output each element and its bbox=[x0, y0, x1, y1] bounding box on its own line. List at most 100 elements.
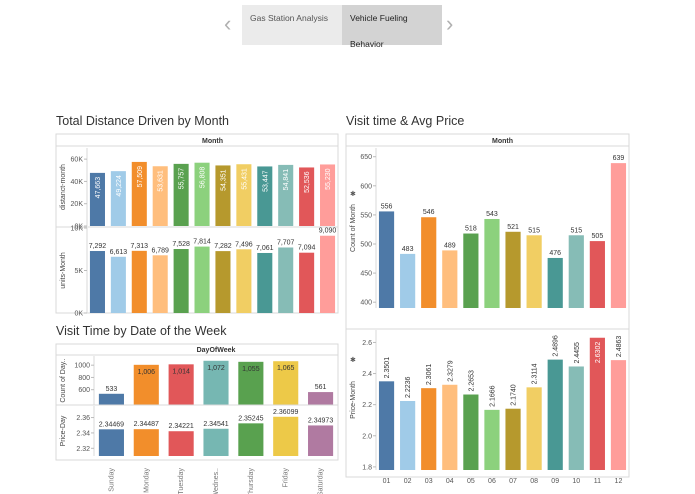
weekday-y-axis-title: Count of Day.. bbox=[60, 358, 67, 402]
distance-bar bbox=[89, 251, 105, 313]
visit-bar bbox=[463, 233, 479, 308]
distance-data-label: 7,496 bbox=[235, 241, 253, 248]
weekday-x-tick-label: Sunday bbox=[108, 468, 115, 492]
distance-bar bbox=[194, 162, 210, 226]
distance-bar bbox=[278, 247, 294, 313]
distance-bar bbox=[320, 164, 336, 226]
distance-bar bbox=[215, 165, 231, 226]
visit-x-tick-label: 01 bbox=[383, 478, 391, 485]
visit-x-tick-label: 12 bbox=[615, 478, 623, 485]
weekday-y-tick-label: 800 bbox=[78, 375, 90, 382]
visit-bar bbox=[589, 241, 605, 308]
weekday-data-label: 2.34487 bbox=[134, 421, 159, 428]
weekday-data-label: 1,006 bbox=[138, 369, 156, 376]
weekday-bar bbox=[168, 364, 194, 405]
distance-bar bbox=[299, 252, 315, 313]
visit-y-tick-label: 450 bbox=[360, 271, 372, 278]
weekday-bar bbox=[273, 416, 299, 456]
visit-x-tick-label: 06 bbox=[488, 478, 496, 485]
distance-y-tick-label: 0K bbox=[74, 311, 83, 318]
visit-data-label: 476 bbox=[549, 250, 561, 257]
visit-x-tick-label: 02 bbox=[404, 478, 412, 485]
distance-data-label: 54,351 bbox=[220, 169, 227, 191]
visit-data-label: 2.2236 bbox=[405, 376, 412, 398]
distance-bar bbox=[173, 163, 189, 226]
distance-y-tick-label: 40K bbox=[71, 179, 84, 186]
weekday-x-tick-label: Tuesday bbox=[178, 468, 185, 494]
distance-bar bbox=[110, 171, 126, 226]
weekday-y-tick-label: 2.36 bbox=[76, 415, 90, 422]
weekday-bar bbox=[133, 364, 159, 405]
visit-data-label: 518 bbox=[465, 226, 477, 233]
weekday-data-label: 561 bbox=[315, 384, 327, 391]
visit-data-label: 2.4863 bbox=[616, 336, 623, 358]
visit-data-label: 515 bbox=[570, 227, 582, 234]
visit-bar bbox=[547, 359, 563, 470]
visit-data-label: 2.3279 bbox=[447, 360, 454, 382]
distance-data-label: 55,230 bbox=[325, 168, 332, 190]
visit-y-tick-label: 2.0 bbox=[362, 433, 372, 440]
distance-data-label: 6,789 bbox=[151, 247, 169, 254]
weekday-frame bbox=[55, 343, 339, 461]
visit-x-tick-label: 09 bbox=[551, 478, 559, 485]
distance-data-label: 7,292 bbox=[89, 243, 107, 250]
weekday-data-label: 533 bbox=[106, 386, 118, 393]
visit-x-tick-label: 08 bbox=[530, 478, 538, 485]
weekday-x-tick-label: Thursday bbox=[248, 468, 255, 494]
visit-x-tick-label: 07 bbox=[509, 478, 517, 485]
distance-data-label: 49,224 bbox=[116, 175, 123, 197]
visit-data-label: 2.3501 bbox=[384, 357, 391, 379]
weekday-x-tick-label: Friday bbox=[283, 468, 290, 488]
distance-y-tick-label: 10K bbox=[71, 226, 84, 233]
distance-y-tick-label: 20K bbox=[71, 201, 84, 208]
weekday-x-tick-label: Saturday bbox=[318, 468, 325, 494]
visit-bar bbox=[400, 253, 416, 308]
weekday-bar bbox=[98, 393, 124, 405]
weekday-data-label: 2.36099 bbox=[273, 409, 298, 416]
weekday-data-label: 2.34469 bbox=[99, 421, 124, 428]
visit-data-label: 639 bbox=[613, 155, 625, 162]
weekday-x-tick-label: Wednes.. bbox=[213, 468, 220, 494]
weekday-data-label: 2.34973 bbox=[308, 417, 333, 424]
visit-y-tick-label: 650 bbox=[360, 154, 372, 161]
weekday-bar bbox=[308, 392, 334, 405]
distance-data-label: 52,536 bbox=[304, 171, 311, 193]
visit-data-label: 556 bbox=[381, 203, 393, 210]
weekday-bar bbox=[273, 361, 299, 405]
weekday-data-label: 1,055 bbox=[242, 366, 260, 373]
visit-y-axis-title: Price-Month bbox=[350, 381, 357, 419]
weekday-data-label: 2.34541 bbox=[203, 421, 228, 428]
visit-bar bbox=[589, 337, 605, 470]
distance-y-axis-title: units-Month bbox=[60, 252, 67, 289]
visit-bar bbox=[378, 381, 395, 470]
visit-bar bbox=[526, 235, 542, 308]
prev-arrow-icon[interactable]: ‹ bbox=[224, 11, 232, 36]
visit-y-tick-label: 500 bbox=[360, 242, 372, 249]
distance-data-label: 47,663 bbox=[95, 177, 102, 199]
distance-bar bbox=[152, 255, 168, 313]
visit-data-label: 2.2653 bbox=[468, 370, 475, 392]
weekday-bar bbox=[203, 428, 229, 456]
weekday-bar bbox=[238, 423, 264, 456]
visit-data-label: 2.1740 bbox=[511, 384, 518, 406]
distance-y-tick-label: 60K bbox=[71, 157, 84, 164]
visit-bar bbox=[505, 408, 521, 470]
visit-bar bbox=[526, 387, 542, 470]
tab-gas-station-analysis[interactable]: Gas Station Analysis bbox=[242, 5, 342, 45]
distance-data-label: 7,282 bbox=[214, 243, 232, 250]
weekday-bar bbox=[238, 361, 264, 405]
distance-bar bbox=[236, 249, 252, 313]
visit-data-label: 2.3114 bbox=[532, 363, 539, 384]
visit-data-label: 505 bbox=[592, 233, 604, 240]
distance-bar bbox=[152, 166, 168, 226]
distance-data-label: 53,447 bbox=[262, 170, 269, 192]
distance-bar bbox=[131, 250, 147, 313]
weekday-y-tick-label: 2.32 bbox=[76, 446, 90, 453]
distance-data-label: 9,090 bbox=[319, 228, 337, 235]
visit-y-tick-label: 2.6 bbox=[362, 340, 372, 347]
next-arrow-icon[interactable]: › bbox=[446, 11, 454, 36]
visit-x-tick-label: 10 bbox=[572, 478, 580, 485]
visit-data-label: 2.4455 bbox=[574, 342, 581, 364]
visit-x-tick-label: 11 bbox=[594, 478, 601, 485]
tab-vehicle-fueling-behavior[interactable]: Vehicle Fueling Behavior bbox=[342, 5, 442, 49]
